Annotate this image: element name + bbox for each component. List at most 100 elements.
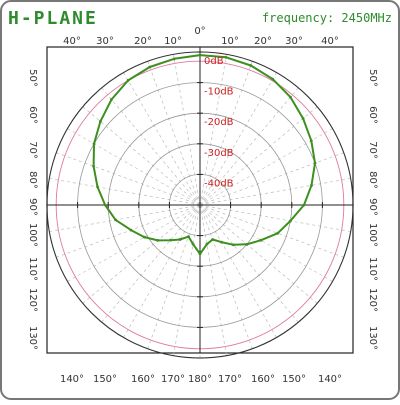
grid-spoke	[199, 204, 333, 282]
pattern-data-point	[142, 235, 146, 239]
top-angle-label: 10°	[164, 36, 182, 47]
pattern-data-point	[232, 243, 235, 247]
radial-db-label: 0dB	[204, 56, 224, 67]
grid-spoke	[199, 204, 253, 349]
right-angle-label: 70°	[367, 141, 378, 159]
grid-spoke	[56, 152, 201, 206]
pattern-data-point	[289, 219, 292, 223]
right-angle-label: 120°	[367, 288, 378, 312]
left-angle-label: 130°	[27, 326, 38, 350]
pattern-data-point	[126, 79, 130, 82]
grid-spoke	[82, 204, 201, 304]
grid-spoke	[147, 61, 201, 206]
grid-spoke	[67, 204, 201, 282]
pattern-data-point	[224, 55, 228, 59]
bottom-angle-label: 170°	[218, 374, 242, 385]
pattern-data-point	[198, 252, 202, 256]
grid-spoke	[82, 106, 201, 206]
grid-spoke	[101, 87, 201, 206]
pattern-data-point	[302, 203, 306, 207]
top-angle-label: 10°	[221, 36, 239, 47]
bottom-angle-label: 170°	[161, 374, 185, 385]
top-angle-label: 30°	[285, 36, 303, 47]
grid-spoke	[173, 204, 201, 356]
left-angle-label: 50°	[27, 69, 38, 87]
tick-label-layer: 0dB -10dB -20dB -30dB -40dB 40° 30° 20° 10° 0° 10°…	[27, 26, 378, 385]
grid-spoke	[49, 204, 201, 232]
bottom-angle-label: 160°	[131, 374, 155, 385]
pattern-data-point	[271, 77, 275, 81]
grid-spoke	[101, 204, 201, 323]
right-angle-label: 110°	[367, 257, 378, 281]
bottom-angle-label: 140°	[318, 374, 342, 385]
top-angle-label: 20°	[134, 36, 152, 47]
grid-spoke	[147, 204, 201, 349]
grid-spoke	[199, 204, 227, 356]
pattern-data-point	[148, 65, 152, 69]
pattern-data-point	[96, 185, 99, 189]
bottom-angle-label: 140°	[60, 374, 84, 385]
right-angle-label: 50°	[367, 69, 378, 87]
left-angle-label: 80°	[27, 171, 38, 189]
right-angle-label: 60°	[367, 106, 378, 124]
bottom-angle-label: 150°	[93, 374, 117, 385]
bottom-angle-label: 150°	[282, 374, 306, 385]
top-angle-label: 20°	[254, 36, 272, 47]
grid-spoke	[199, 204, 277, 338]
pattern-data-point	[129, 228, 133, 232]
pattern-data-point	[103, 203, 107, 207]
pattern-data-point	[301, 117, 305, 120]
pattern-data-point	[178, 238, 182, 241]
left-angle-label: 110°	[27, 257, 38, 281]
grid-spoke	[199, 72, 277, 206]
pattern-data-point	[92, 164, 96, 168]
grid-spoke	[49, 178, 201, 206]
pattern-data-point	[114, 218, 118, 222]
pattern-data-point	[187, 235, 190, 239]
right-angle-label: 130°	[367, 326, 378, 350]
pattern-data-point	[289, 95, 292, 99]
grid-spoke	[199, 152, 344, 206]
grid-spoke	[173, 54, 201, 206]
left-angle-label: 60°	[27, 106, 38, 124]
top-angle-label: 40°	[321, 36, 339, 47]
pattern-data-point	[92, 142, 96, 146]
pattern-data-point	[259, 238, 263, 242]
right-angle-label: 100°	[367, 223, 378, 247]
grid-spoke	[56, 204, 201, 258]
pattern-data-point	[172, 57, 176, 61]
radial-db-label: -40dB	[204, 178, 234, 189]
right-angle-label: 80°	[367, 171, 378, 189]
grid-spoke	[199, 204, 299, 323]
pattern-trace-layer	[92, 53, 317, 256]
left-angle-label: 90°	[27, 198, 38, 216]
pattern-data-point	[211, 238, 214, 241]
radial-db-label: -10dB	[204, 87, 234, 98]
radial-db-label: -30dB	[204, 148, 234, 159]
pattern-data-point	[205, 242, 209, 246]
left-angle-label: 100°	[27, 223, 38, 247]
grid-spoke	[199, 204, 318, 304]
bottom-angle-label: 160°	[251, 374, 275, 385]
grid-spoke	[199, 178, 351, 206]
pattern-data-point	[156, 239, 160, 242]
pattern-data-point	[191, 242, 195, 246]
grid-spoke	[199, 61, 253, 206]
top-angle-label: 0°	[194, 26, 205, 37]
grid-spoke	[67, 128, 201, 206]
top-angle-label: 40°	[63, 36, 81, 47]
pattern-data-point	[220, 240, 223, 244]
pattern-data-point	[310, 183, 313, 187]
bottom-angle-label: 180°	[188, 374, 212, 385]
frequency-label: frequency: 2450MHz	[262, 11, 392, 25]
pattern-data-point	[249, 64, 253, 67]
polar-grid	[46, 47, 354, 359]
pattern-data-point	[98, 120, 102, 123]
left-angle-label: 70°	[27, 141, 38, 159]
grid-spoke	[123, 72, 201, 206]
chart-title: H-PLANE	[8, 8, 98, 29]
right-angle-label: 90°	[367, 198, 378, 216]
radial-db-label: -20dB	[204, 117, 234, 128]
